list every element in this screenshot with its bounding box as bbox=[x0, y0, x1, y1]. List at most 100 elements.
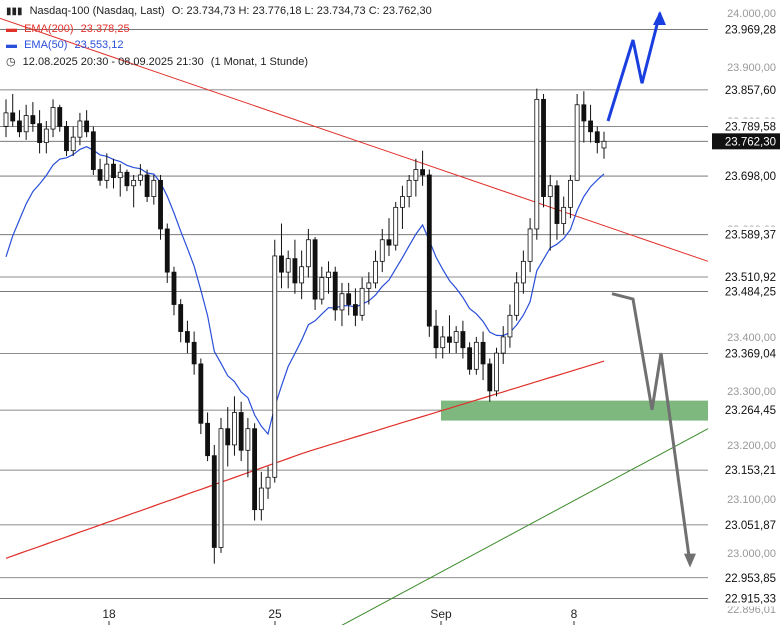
candle-up bbox=[400, 196, 405, 208]
bearish-scenario-arrow bbox=[611, 292, 692, 564]
candle-up bbox=[413, 169, 419, 181]
candle-up bbox=[151, 179, 157, 197]
bullish-scenario-arrow bbox=[606, 12, 662, 122]
ema50-label: EMA(50) bbox=[24, 39, 68, 51]
level-label: 23.510,92 bbox=[725, 272, 776, 284]
ema200-value: 23.378,25 bbox=[80, 23, 130, 35]
level-label: 23.857,60 bbox=[725, 85, 776, 97]
level-label-box bbox=[712, 402, 780, 419]
candle-down bbox=[84, 120, 90, 133]
candle-down bbox=[594, 131, 600, 143]
level-label-box bbox=[712, 133, 780, 150]
ema50-value: 23.553,12 bbox=[74, 39, 124, 51]
candle-up bbox=[305, 239, 311, 268]
candle-up bbox=[232, 412, 237, 446]
candle-up bbox=[272, 255, 278, 478]
candle-down bbox=[352, 304, 358, 316]
downtrend-line bbox=[0, 17, 709, 262]
ema50-line bbox=[5, 146, 605, 436]
candle-up bbox=[574, 104, 580, 181]
instrument-title: Nasdaq-100 (Nasdaq, Last) bbox=[29, 5, 165, 17]
candle-down bbox=[487, 363, 493, 392]
ema200-swatch-icon: ▬ bbox=[6, 23, 17, 35]
ohlc-readout: O: 23.734,73 H: 23.776,18 L: 23.734,73 C… bbox=[171, 5, 432, 17]
candle-up bbox=[137, 174, 143, 181]
candle-down bbox=[171, 271, 177, 305]
candle-down bbox=[191, 341, 197, 365]
candle-down bbox=[144, 174, 150, 197]
axis-tick-label: 23.100,00 bbox=[727, 494, 776, 506]
candle-up bbox=[453, 331, 459, 343]
candle-up bbox=[285, 258, 291, 273]
candle-up bbox=[265, 476, 271, 489]
level-label: 23.264,45 bbox=[725, 405, 776, 417]
candle-down bbox=[124, 171, 130, 187]
candle-down bbox=[57, 107, 63, 127]
candle-up bbox=[500, 336, 506, 354]
candle-down bbox=[332, 271, 338, 311]
candle-down bbox=[554, 185, 560, 224]
level-label-box bbox=[712, 283, 780, 300]
candle-down bbox=[10, 112, 16, 122]
x-tick-label: 8 bbox=[571, 607, 578, 621]
candle-down bbox=[37, 123, 43, 143]
candle-up bbox=[440, 336, 446, 349]
candle-down bbox=[205, 422, 210, 457]
candle-down bbox=[426, 174, 432, 327]
axis-tick-label: 24.000,00 bbox=[727, 8, 776, 20]
axis-tick-label: 23.900,00 bbox=[727, 62, 776, 74]
chart-menu-icon[interactable]: ▮▮▮ bbox=[6, 6, 23, 17]
candle-up bbox=[373, 260, 378, 284]
period-range: 12.08.2025 20:30 - 08.09.2025 21:30 bbox=[22, 56, 204, 68]
bullish-scenario-arrowhead bbox=[653, 11, 666, 25]
level-label-box bbox=[712, 269, 780, 286]
candle-up bbox=[520, 260, 526, 284]
candle-down bbox=[312, 239, 318, 300]
axis-tick-label: 23.400,00 bbox=[727, 332, 776, 344]
axis-tick-label: 23.200,00 bbox=[727, 440, 776, 452]
candle-down bbox=[225, 428, 231, 446]
level-label-box bbox=[712, 226, 780, 243]
period-legend: ◷ 12.08.2025 20:30 - 08.09.2025 21:30 (1… bbox=[6, 55, 312, 68]
chart-header-row: ▮▮▮ Nasdaq-100 (Nasdaq, Last) O: 23.734,… bbox=[6, 5, 436, 17]
candle-up bbox=[245, 428, 251, 451]
candle-up bbox=[339, 293, 345, 311]
x-tick-label: 18 bbox=[102, 607, 116, 621]
candle-down bbox=[581, 104, 587, 122]
support-zone bbox=[441, 400, 708, 421]
candle-up bbox=[319, 277, 325, 300]
axis-tick-label: 22.896,01 bbox=[727, 604, 776, 616]
candle-down bbox=[588, 120, 593, 133]
candle-down bbox=[211, 455, 217, 548]
level-label: 22.915,33 bbox=[725, 594, 776, 606]
candle-up bbox=[601, 140, 607, 149]
candle-down bbox=[111, 163, 116, 179]
candle-down bbox=[184, 331, 190, 343]
level-label-box bbox=[712, 345, 780, 362]
candle-down bbox=[279, 255, 284, 273]
candle-up bbox=[70, 136, 76, 152]
uptrend-line bbox=[341, 428, 709, 625]
candle-up bbox=[258, 487, 264, 511]
candle-down bbox=[386, 239, 392, 246]
candle-up bbox=[561, 206, 567, 224]
level-label: 23.589,37 bbox=[725, 230, 776, 242]
candle-down bbox=[64, 125, 69, 152]
level-label-box bbox=[712, 21, 780, 38]
candle-down bbox=[467, 347, 473, 370]
ema200-label: EMA(200) bbox=[24, 23, 74, 35]
candle-up bbox=[567, 179, 573, 208]
candle-down bbox=[97, 169, 103, 181]
level-label-box bbox=[712, 462, 780, 479]
axis-tick-label: 23.000,00 bbox=[727, 548, 776, 560]
candle-up bbox=[366, 282, 372, 289]
candle-up bbox=[299, 266, 305, 284]
candle-down bbox=[420, 169, 426, 176]
candle-up bbox=[534, 98, 540, 230]
level-label-box bbox=[712, 81, 780, 98]
candle-up bbox=[379, 239, 385, 262]
level-label: 23.051,87 bbox=[725, 520, 776, 532]
candle-up bbox=[514, 282, 520, 316]
clock-icon: ◷ bbox=[6, 56, 16, 68]
